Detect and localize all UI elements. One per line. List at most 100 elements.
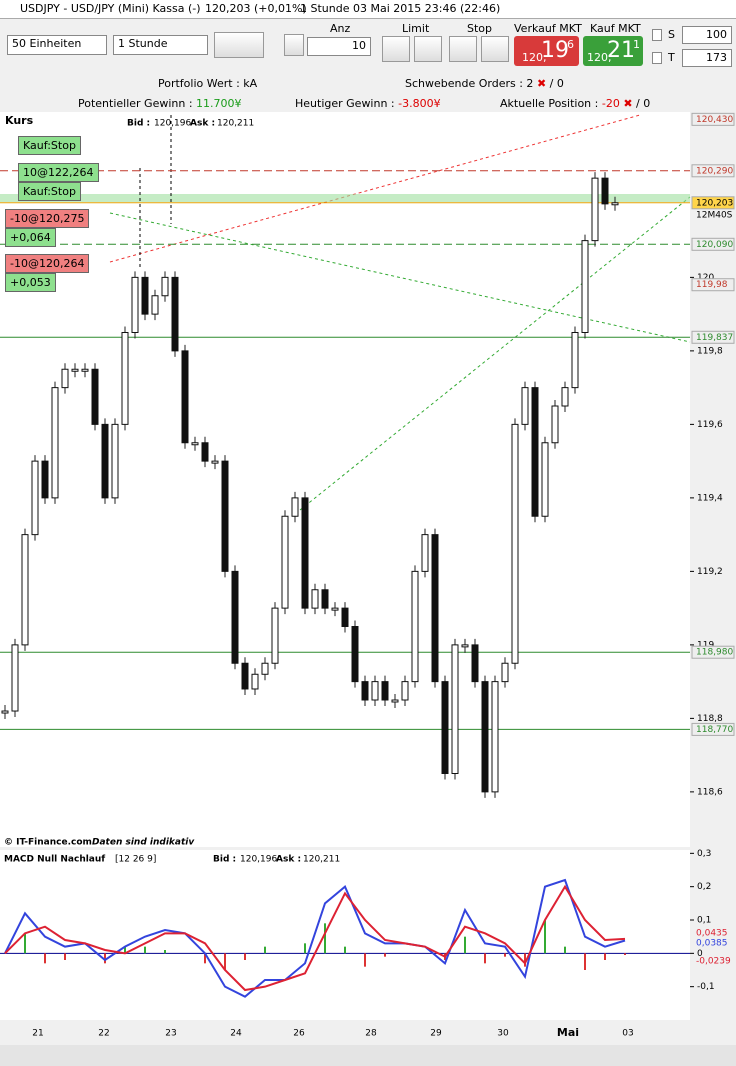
- heute-value: -3.800¥: [398, 97, 441, 110]
- panel-title: Kurs: [5, 114, 34, 127]
- candle: [411, 570, 419, 683]
- orders-sep: / 0: [549, 77, 564, 90]
- candle: [371, 681, 379, 701]
- sell-button[interactable]: 120, 19 6: [514, 36, 579, 66]
- order-label[interactable]: 10@122,264: [18, 163, 99, 182]
- candle: [51, 387, 59, 499]
- close-icon[interactable]: ✖: [623, 97, 633, 110]
- s-input[interactable]: 100: [682, 26, 732, 44]
- limit-buy[interactable]: [382, 36, 410, 62]
- candle: [611, 202, 619, 206]
- y-tick-label: 120: [697, 273, 714, 283]
- sell-sup: 6: [567, 38, 574, 51]
- price-tag: 120,090: [696, 240, 733, 250]
- candle: [471, 644, 479, 683]
- y-tick-label: 119,8: [697, 346, 723, 356]
- price-panel: [0, 112, 690, 847]
- histogram-bar: [144, 946, 146, 954]
- indicator-button[interactable]: [214, 32, 264, 58]
- price-tag-box: [691, 112, 735, 126]
- candle: [121, 332, 129, 425]
- price-tag-box: [691, 237, 735, 251]
- candle: [311, 589, 319, 609]
- order-label[interactable]: +0,053: [5, 273, 56, 292]
- ask-label: Ask :: [190, 119, 215, 129]
- buy-big: 21: [607, 38, 635, 63]
- x-tick-label: Mai: [557, 1026, 579, 1039]
- pot-label: Potentieller Gewinn :: [78, 97, 197, 110]
- footer-note: Daten sind indikativ: [92, 838, 195, 848]
- scrollbar: [0, 1045, 736, 1066]
- close-icon[interactable]: ✖: [536, 77, 547, 90]
- bid: 120,196: [154, 119, 191, 129]
- y-tick-label: 0,2: [697, 882, 711, 892]
- candle: [161, 276, 169, 297]
- order-label[interactable]: -10@120,264: [5, 254, 90, 273]
- histogram-bar: [444, 953, 446, 960]
- t-checkbox[interactable]: [652, 52, 662, 64]
- ask: 120,211: [217, 119, 254, 129]
- quote: 120,203 (+0,01%): [205, 2, 307, 15]
- candle: [181, 350, 189, 444]
- histogram-bar: [304, 943, 306, 954]
- candle: [41, 460, 49, 499]
- copyright: © IT-Finance.com: [4, 838, 92, 848]
- price-tag: 120,430: [696, 115, 733, 125]
- anz-input[interactable]: 10: [307, 37, 371, 56]
- candle: [271, 607, 279, 664]
- trend-line: [299, 196, 691, 511]
- anz-label: Anz: [330, 22, 351, 35]
- macd-line: [4, 884, 626, 992]
- s-checkbox[interactable]: [652, 29, 662, 41]
- candle: [91, 368, 99, 425]
- candle: [511, 423, 519, 664]
- histogram-bar: [364, 953, 366, 967]
- order-label[interactable]: Kauf:Stop: [18, 136, 81, 155]
- order-label[interactable]: Kauf:Stop: [18, 182, 81, 201]
- candle: [461, 644, 469, 648]
- candle: [481, 681, 489, 793]
- y-tick-label: 0,3: [697, 849, 711, 859]
- histogram-bar: [124, 946, 126, 954]
- order-label[interactable]: +0,064: [5, 228, 56, 247]
- value-tag: 0,0385: [696, 939, 728, 949]
- stop-sell[interactable]: [481, 36, 509, 62]
- today-profit: Heutiger Gewinn : -3.800¥: [295, 97, 441, 110]
- y-tick-label: 118,6: [697, 787, 723, 797]
- value-tag: 0,0435: [696, 929, 728, 939]
- histogram-bar: [244, 953, 246, 960]
- order-label[interactable]: -10@120,275: [5, 209, 90, 228]
- portfolio-value: Portfolio Wert : kA: [158, 77, 258, 90]
- candle: [211, 460, 219, 464]
- candle: [231, 570, 239, 664]
- candle: [171, 276, 179, 352]
- macd-title: MACD Null Nachlauf: [4, 855, 105, 865]
- histogram-bar: [484, 953, 486, 964]
- candle: [71, 368, 79, 372]
- histogram-bar: [584, 953, 586, 970]
- buy-button[interactable]: 120, 21 1: [583, 36, 643, 66]
- limit-sell[interactable]: [414, 36, 442, 62]
- pot-value: 11.700¥: [196, 97, 242, 110]
- countdown: 12M40S: [696, 210, 733, 220]
- candle: [601, 177, 609, 205]
- histogram-bar: [344, 946, 346, 954]
- t-input[interactable]: 173: [682, 49, 732, 67]
- stop-buy[interactable]: [449, 36, 477, 62]
- interval-select[interactable]: 1 Stunde: [113, 35, 208, 55]
- sell-label: Verkauf MKT: [514, 22, 582, 35]
- x-tick-label: 03: [622, 1029, 633, 1039]
- sell-big: 19: [541, 38, 569, 63]
- histogram-bar: [204, 953, 206, 964]
- price-tag: 118,980: [696, 648, 733, 658]
- potential-profit: Potentieller Gewinn : 11.700¥: [78, 97, 242, 110]
- tool-button[interactable]: [284, 34, 304, 56]
- price-tag-box: [691, 278, 735, 292]
- candle: [451, 644, 459, 774]
- y-tick-label: 119: [697, 640, 714, 650]
- position-band: [0, 194, 690, 202]
- candle: [221, 460, 229, 572]
- y-tick-label: 119,4: [697, 493, 723, 503]
- candle: [501, 662, 509, 683]
- units-select[interactable]: 50 Einheiten: [7, 35, 107, 55]
